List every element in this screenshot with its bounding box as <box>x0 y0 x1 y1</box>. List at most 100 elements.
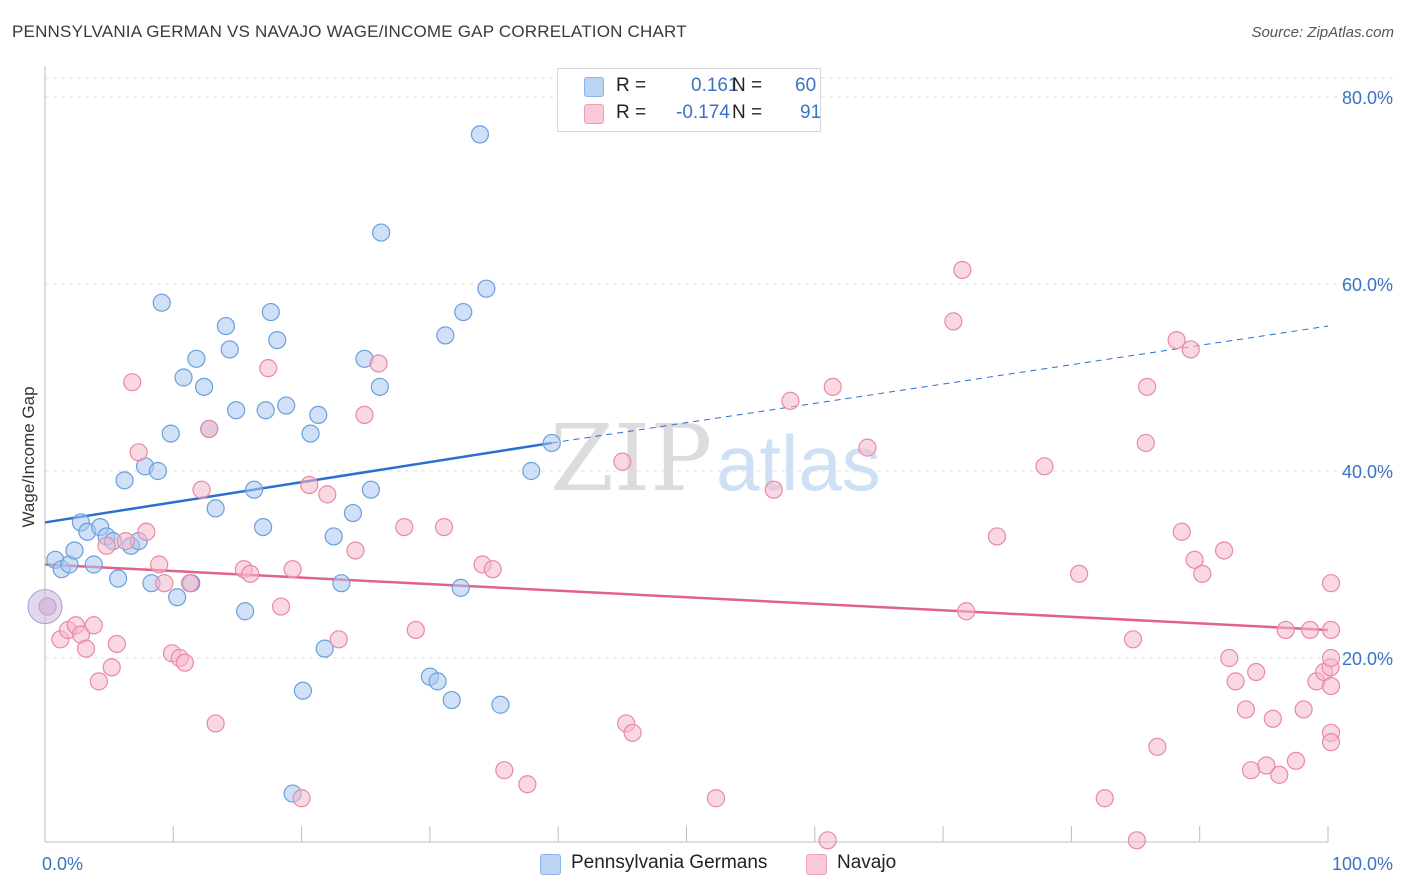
data-point-navajo <box>818 831 837 850</box>
y-tick-label: 40.0% <box>1342 462 1393 482</box>
data-point-navajo <box>89 672 108 691</box>
y-tick-label: 20.0% <box>1342 649 1393 669</box>
data-point-navajo <box>823 377 842 396</box>
legend-r-value: 0.161 <box>691 75 739 96</box>
data-point-navajo <box>858 438 877 457</box>
data-point-pennsylvania <box>477 279 496 298</box>
data-point-navajo <box>155 574 174 593</box>
data-point-navajo <box>764 480 783 499</box>
x-tick-label-min: 0.0% <box>42 854 83 874</box>
data-point-navajo <box>1263 709 1282 728</box>
data-point-navajo <box>76 639 96 658</box>
data-point-pennsylvania <box>315 639 334 658</box>
data-point-navajo <box>318 485 337 504</box>
data-point-pennsylvania <box>168 588 187 607</box>
data-point-navajo <box>192 480 211 499</box>
watermark-atlas: atlas <box>716 419 881 507</box>
data-point-navajo <box>1294 700 1313 719</box>
data-point-navajo <box>1181 340 1200 359</box>
legend-r-value: -0.174 <box>676 102 730 123</box>
data-point-navajo <box>406 620 425 640</box>
data-point-navajo <box>957 602 976 621</box>
data-point-navajo <box>434 517 454 537</box>
data-point-pennsylvania <box>148 461 168 481</box>
trend-line-pennsylvania <box>44 441 552 524</box>
data-point-pennsylvania <box>332 574 351 593</box>
legend-n-label: N = <box>732 75 763 96</box>
data-point-pennsylvania <box>216 316 236 336</box>
data-point-navajo <box>1286 751 1306 770</box>
data-point-pennsylvania <box>451 578 470 597</box>
correlation-legend: R = 0.161 N = 60 R = -0.174 N = 91 <box>557 68 821 132</box>
data-point-navajo <box>1321 648 1341 668</box>
data-point-navajo <box>369 354 388 373</box>
data-point-navajo <box>1257 756 1276 775</box>
data-point-navajo <box>346 541 365 560</box>
data-point-navajo <box>1236 700 1255 719</box>
data-point-pennsylvania <box>152 293 171 312</box>
data-point-navajo <box>623 723 642 742</box>
data-point-navajo <box>355 405 374 424</box>
data-point-pennsylvania <box>261 302 280 322</box>
data-point-navajo <box>944 312 963 331</box>
y-axis-label: Wage/Income Gap <box>19 386 38 527</box>
data-point-overlap <box>27 589 63 625</box>
data-point-pennsylvania <box>361 480 380 499</box>
data-point-pennsylvania <box>65 541 84 560</box>
data-point-navajo <box>116 532 135 551</box>
bottom-legend-swatch-pennsylvania <box>540 854 561 875</box>
data-point-navajo <box>1321 574 1341 593</box>
data-point-navajo <box>1276 620 1295 640</box>
legend-r-label: R = <box>616 102 647 123</box>
legend-r-label: R = <box>616 75 647 96</box>
data-point-navajo <box>123 373 142 392</box>
data-point-navajo <box>1321 620 1341 640</box>
data-point-pennsylvania <box>115 471 134 490</box>
data-point-pennsylvania <box>470 125 490 144</box>
data-point-navajo <box>518 775 537 794</box>
data-point-navajo <box>706 789 726 808</box>
data-point-navajo <box>495 761 514 780</box>
data-point-navajo <box>613 452 632 471</box>
bottom-legend-swatch-navajo <box>806 854 827 875</box>
watermark-zip: ZIP <box>550 405 712 512</box>
data-point-navajo <box>1193 564 1212 583</box>
y-tick-label: 80.0% <box>1342 88 1393 108</box>
legend-n-value: 60 <box>795 75 817 96</box>
data-point-navajo <box>1127 831 1146 850</box>
data-point-navajo <box>1136 433 1155 453</box>
data-point-pennsylvania <box>206 499 225 518</box>
data-point-navajo <box>180 574 200 593</box>
data-point-navajo <box>206 714 225 733</box>
data-point-pennsylvania <box>277 396 296 415</box>
data-point-pennsylvania <box>309 405 328 424</box>
data-point-pennsylvania <box>442 690 461 710</box>
legend-n-value: 91 <box>800 102 822 123</box>
data-point-pennsylvania <box>436 326 455 345</box>
data-point-navajo <box>329 630 348 649</box>
data-point-pennsylvania <box>174 368 193 387</box>
tick-labels: 20.0% 40.0% 60.0% 80.0% 0.0% 100.0% <box>42 88 1393 874</box>
data-point-pennsylvania <box>187 349 206 368</box>
data-point-pennsylvania <box>254 517 273 537</box>
data-point-navajo <box>175 653 194 672</box>
data-point-pennsylvania <box>370 377 389 396</box>
source-label: Source: ZipAtlas.com <box>1251 24 1394 41</box>
data-point-navajo <box>1300 620 1320 640</box>
data-point-pennsylvania <box>293 681 312 700</box>
data-point-navajo <box>1185 550 1204 569</box>
data-point-navajo <box>271 597 291 616</box>
data-point-navajo <box>1241 761 1261 780</box>
legend-swatch-navajo <box>584 104 604 124</box>
data-point-pennsylvania <box>227 401 246 420</box>
data-point-navajo <box>1226 672 1245 691</box>
axes <box>44 66 1329 843</box>
data-point-navajo <box>129 443 148 462</box>
data-point-navajo <box>1095 789 1114 808</box>
data-point-navajo <box>283 560 302 579</box>
data-point-navajo <box>292 789 311 808</box>
data-point-navajo <box>200 419 219 439</box>
data-point-navajo <box>1172 522 1191 541</box>
legend-n-label: N = <box>732 102 763 123</box>
